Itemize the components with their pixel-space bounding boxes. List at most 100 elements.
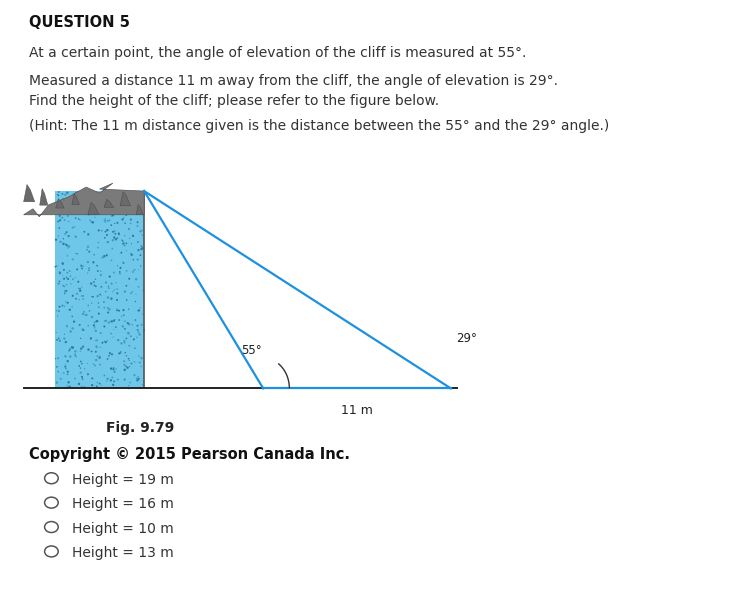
Point [95, 226, 107, 235]
Point [60, 273, 73, 282]
Point [101, 230, 113, 240]
Point [91, 343, 103, 353]
Point [114, 348, 126, 358]
Point [113, 306, 125, 315]
Point [99, 233, 111, 243]
Point [119, 238, 131, 248]
Point [82, 301, 94, 310]
Point [72, 187, 84, 196]
Point [91, 381, 103, 391]
Point [69, 374, 81, 384]
Point [102, 293, 114, 303]
Point [90, 347, 102, 357]
Point [126, 320, 138, 329]
Point [77, 261, 89, 271]
Point [94, 360, 106, 370]
Point [105, 329, 117, 339]
Point [60, 198, 72, 207]
Point [83, 247, 95, 257]
Point [109, 367, 121, 377]
Point [133, 306, 145, 315]
Point [100, 189, 112, 199]
Point [94, 328, 107, 338]
Point [82, 369, 94, 379]
Point [60, 203, 73, 212]
Point [56, 213, 68, 223]
Text: Fig. 9.79: Fig. 9.79 [106, 421, 174, 435]
Point [106, 317, 118, 326]
Point [113, 228, 125, 238]
Point [54, 215, 66, 225]
Point [103, 351, 115, 361]
Point [86, 380, 98, 390]
Point [59, 289, 71, 298]
Point [120, 239, 132, 248]
Polygon shape [40, 188, 48, 205]
Text: Height = 19 m: Height = 19 m [72, 473, 174, 487]
Point [137, 309, 149, 319]
Point [121, 266, 133, 276]
Point [135, 245, 147, 254]
Point [119, 324, 131, 334]
Point [105, 376, 117, 386]
Point [70, 294, 82, 304]
Point [94, 290, 106, 300]
Point [120, 210, 132, 220]
Point [94, 351, 106, 361]
Point [123, 356, 135, 365]
Point [85, 334, 97, 343]
Point [73, 320, 85, 330]
Point [121, 206, 133, 215]
Point [111, 284, 123, 294]
Point [54, 211, 66, 221]
Point [134, 357, 146, 367]
Point [125, 215, 137, 225]
Point [62, 367, 74, 376]
Point [117, 305, 129, 315]
Point [132, 282, 144, 292]
Point [88, 281, 101, 290]
Point [118, 356, 130, 366]
Point [60, 360, 72, 370]
Point [74, 346, 86, 356]
Point [83, 306, 95, 316]
Point [122, 304, 135, 314]
Point [61, 251, 73, 260]
Point [132, 371, 144, 381]
Point [119, 231, 131, 240]
Point [103, 283, 115, 293]
Point [113, 190, 125, 199]
Point [63, 201, 75, 210]
Point [77, 342, 89, 351]
Point [89, 274, 101, 284]
Point [58, 301, 70, 311]
Point [57, 234, 70, 243]
Point [94, 267, 107, 276]
Point [52, 190, 64, 200]
Point [77, 309, 89, 319]
Point [118, 213, 130, 223]
Point [76, 372, 88, 382]
Point [129, 296, 141, 306]
Point [66, 302, 78, 312]
Point [113, 229, 125, 239]
Text: Copyright © 2015 Pearson Canada Inc.: Copyright © 2015 Pearson Canada Inc. [29, 447, 350, 462]
Point [78, 325, 90, 335]
Point [119, 317, 131, 326]
Point [119, 201, 132, 211]
Point [106, 256, 118, 265]
Point [129, 189, 141, 199]
Point [85, 279, 98, 289]
Point [70, 232, 82, 242]
Point [60, 351, 72, 361]
Point [123, 341, 135, 351]
Point [64, 382, 76, 392]
Point [57, 194, 70, 204]
Point [62, 211, 74, 221]
Point [76, 382, 88, 392]
Text: Height = 10 m: Height = 10 m [72, 522, 174, 536]
Point [111, 260, 123, 270]
Point [87, 292, 99, 301]
Point [73, 379, 85, 389]
Point [90, 317, 102, 326]
